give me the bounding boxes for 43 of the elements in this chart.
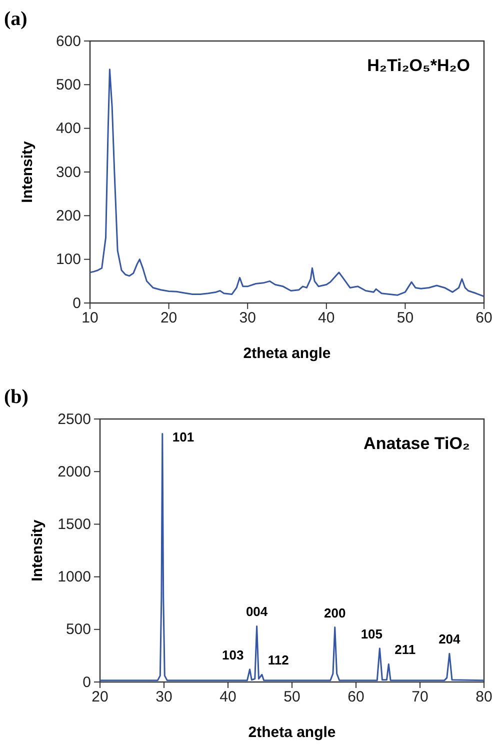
line-series: [99, 432, 485, 682]
y-tick-label: 500: [66, 621, 91, 638]
y-tick-label: 2000: [58, 463, 91, 480]
x-tick-label: 70: [412, 688, 428, 706]
chart-title: (b): [4, 386, 28, 408]
annotation: 112: [268, 652, 289, 668]
annotation: 101: [172, 430, 194, 445]
annotation: H₂Ti₂O₅*H₂O: [367, 56, 470, 75]
x-tick-label: 20: [92, 688, 108, 706]
x-tick-label: 50: [396, 310, 414, 327]
x-tick-label: 50: [284, 688, 300, 706]
x-tick-label: 30: [239, 310, 256, 327]
annotation: 103: [222, 647, 244, 662]
annotation: Anatase TiO₂: [364, 434, 470, 453]
y-tick-label: 200: [56, 207, 81, 224]
y-tick-label: 600: [56, 32, 81, 50]
annotation: 204: [438, 632, 462, 647]
x-tick-label: 60: [348, 688, 364, 706]
annotation: 004: [246, 604, 268, 620]
x-axis-title: 2theta angle: [243, 345, 331, 362]
x-tick-label: 60: [476, 310, 492, 327]
y-tick-label: 2500: [58, 410, 91, 428]
x-tick-label: 20: [160, 310, 178, 327]
y-axis-title: Intensity: [29, 519, 46, 582]
x-tick-label: 40: [220, 688, 236, 706]
chart-title: (a): [4, 8, 28, 30]
annotation: 200: [324, 605, 346, 620]
y-tick-label: 400: [56, 120, 81, 138]
y-tick-label: 0: [72, 294, 81, 312]
annotation: 105: [360, 626, 383, 642]
y-tick-label: 0: [82, 674, 91, 691]
annotation: 211: [394, 642, 416, 658]
y-tick-label: 500: [56, 76, 81, 94]
y-tick-label: 1500: [58, 516, 91, 533]
x-tick-label: 80: [476, 688, 492, 706]
y-tick-label: 1000: [58, 568, 91, 586]
y-tick-label: 300: [56, 164, 81, 181]
x-tick-label: 40: [318, 310, 335, 327]
x-tick-label: 10: [82, 310, 98, 327]
y-axis-title: Intensity: [19, 140, 36, 203]
x-axis-title: 2theta angle: [248, 724, 336, 741]
y-tick-label: 100: [56, 251, 81, 268]
x-tick-label: 30: [156, 688, 172, 706]
